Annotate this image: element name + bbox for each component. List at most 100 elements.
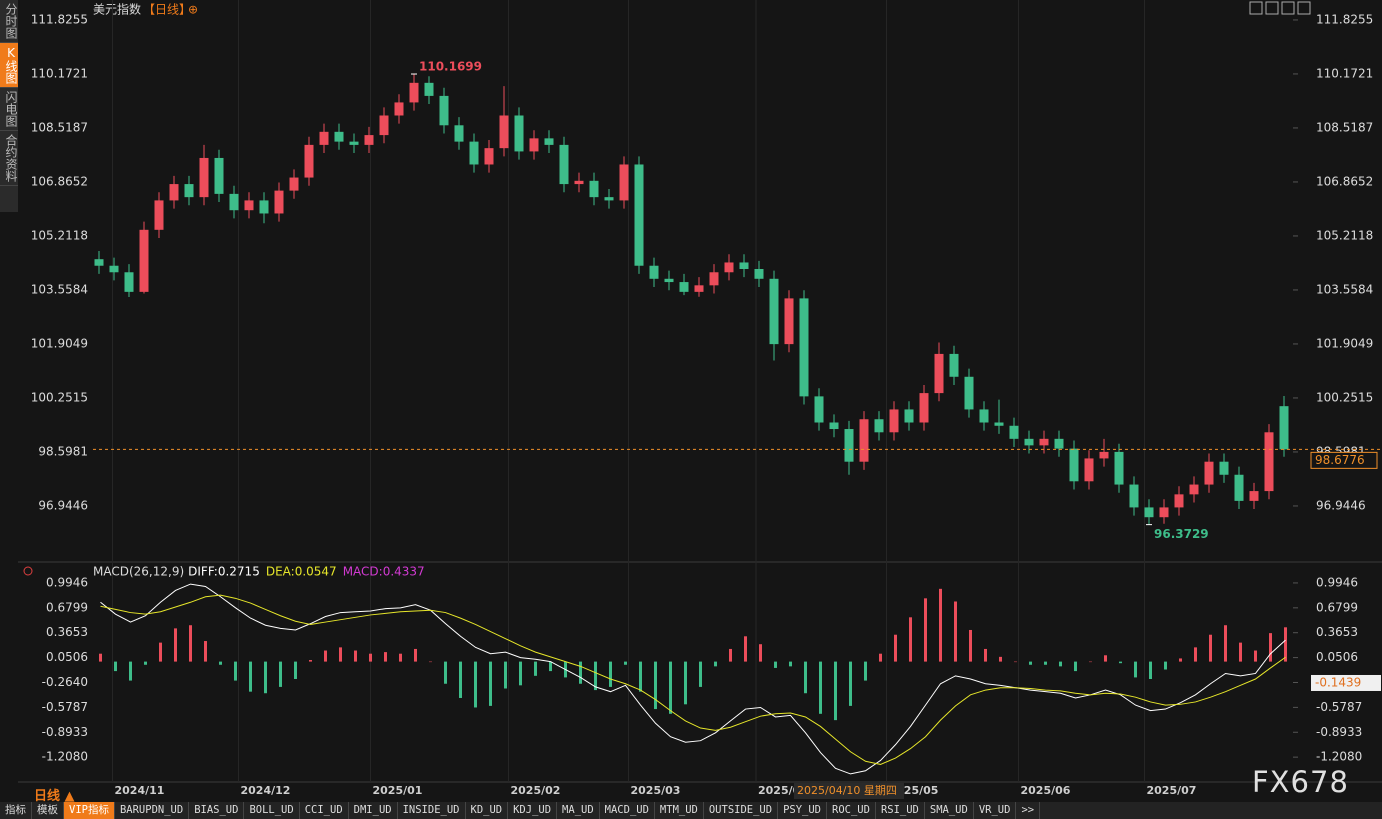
macd-bar bbox=[1104, 655, 1107, 662]
candle-body bbox=[184, 184, 194, 198]
candle-body bbox=[94, 259, 104, 266]
sidebar-tab[interactable]: K线图 bbox=[0, 43, 18, 88]
candle-body bbox=[334, 131, 344, 142]
toolbar-item[interactable]: RSI_UD bbox=[876, 802, 925, 819]
toolbar-item[interactable]: PSY_UD bbox=[778, 802, 828, 819]
y-tick-label-right: 105.2118 bbox=[1316, 228, 1373, 242]
macd-bar bbox=[759, 644, 762, 662]
cursor-date-box bbox=[794, 783, 904, 799]
candle-body bbox=[409, 82, 419, 103]
macd-bar bbox=[1014, 661, 1017, 663]
toolbar-item[interactable]: KD_UD bbox=[466, 802, 509, 819]
y-tick-label: -0.2640 bbox=[42, 675, 88, 689]
candle-body bbox=[709, 272, 719, 286]
y-tick-label-right: 103.5584 bbox=[1316, 282, 1373, 296]
icon[interactable] bbox=[1249, 1, 1263, 15]
y-tick-label: 110.1721 bbox=[31, 66, 88, 80]
candle-body bbox=[1054, 438, 1064, 449]
candle-body bbox=[604, 197, 614, 201]
toolbar-item[interactable]: 模板 bbox=[32, 802, 64, 819]
candle-body bbox=[514, 115, 524, 152]
indicator-title: MACD(26,12,9) bbox=[93, 565, 184, 579]
macd-bar bbox=[879, 653, 882, 662]
x-tick-label: 2025/01 bbox=[373, 784, 423, 797]
candle-body bbox=[259, 200, 269, 214]
macd-bar bbox=[474, 661, 477, 708]
toolbar-item[interactable]: KDJ_UD bbox=[508, 802, 558, 819]
period-button[interactable]: 日线 ▲ bbox=[34, 789, 75, 804]
toolbar-item[interactable]: BIAS_UD bbox=[189, 802, 245, 819]
macd-bar bbox=[1119, 661, 1122, 664]
toolbar-item[interactable]: VIP指标 bbox=[64, 802, 115, 819]
macd-bar bbox=[639, 661, 642, 692]
cursor-date: 2025/04/10 星期四 bbox=[797, 784, 897, 797]
macd-bar bbox=[939, 588, 942, 662]
toolbar-item[interactable]: MACD_UD bbox=[600, 802, 655, 819]
macd-bar bbox=[1269, 633, 1272, 662]
toolbar-item[interactable]: ROC_UD bbox=[827, 802, 876, 819]
sidebar-tab[interactable]: 闪电图 bbox=[0, 88, 18, 131]
macd-bar bbox=[1224, 625, 1227, 662]
candle-body bbox=[1279, 406, 1289, 450]
macd-bar bbox=[384, 652, 387, 662]
macd-bar bbox=[894, 634, 897, 662]
candle-body bbox=[979, 409, 989, 423]
toolbar-item[interactable]: OUTSIDE_UD bbox=[704, 802, 779, 819]
macd-bar bbox=[414, 648, 417, 662]
toolbar-item[interactable]: BARUPDN_UD bbox=[115, 802, 190, 819]
candle-body bbox=[1159, 507, 1169, 518]
toolbar-item[interactable]: 指标 bbox=[0, 802, 32, 819]
y-tick-label-right: 111.8255 bbox=[1316, 12, 1373, 26]
icon[interactable] bbox=[1281, 1, 1295, 15]
candle-body bbox=[364, 135, 374, 145]
toolbar-item[interactable]: INSIDE_UD bbox=[398, 802, 466, 819]
toolbar-item[interactable]: CCI_UD bbox=[300, 802, 349, 819]
sidebar-tab[interactable]: 合约资料 bbox=[0, 131, 18, 186]
toolbar-item[interactable]: BOLL_UD bbox=[244, 802, 300, 819]
toolbar-item[interactable]: SMA_UD bbox=[925, 802, 974, 819]
y-tick-label: -1.2080 bbox=[42, 750, 88, 764]
settings-icon[interactable] bbox=[23, 566, 33, 576]
candle-body bbox=[844, 429, 854, 462]
macd-bar bbox=[429, 661, 432, 663]
y-tick-label: 101.9049 bbox=[31, 336, 88, 350]
x-tick-label: 2024/11 bbox=[115, 784, 165, 797]
macd-bar bbox=[744, 636, 747, 662]
y-tick-label-right: 108.5187 bbox=[1316, 120, 1373, 134]
toolbar-item[interactable]: MTM_UD bbox=[655, 802, 704, 819]
toolbar-item[interactable]: DMI_UD bbox=[349, 802, 398, 819]
candle-body bbox=[124, 272, 134, 292]
cursor-value: -0.1439 bbox=[1315, 675, 1361, 689]
sidebar-tab[interactable]: 分时图 bbox=[0, 0, 18, 43]
icon[interactable] bbox=[1265, 1, 1279, 15]
toolbar-item[interactable]: >> bbox=[1016, 802, 1041, 819]
y-tick-label: 0.0506 bbox=[46, 650, 88, 664]
x-tick-label: 2025/06 bbox=[1021, 784, 1071, 797]
toolbar-item[interactable]: VR_UD bbox=[974, 802, 1017, 819]
macd-bar bbox=[579, 661, 582, 684]
candle-body bbox=[469, 141, 479, 165]
macd-bar bbox=[399, 653, 402, 662]
macd-bar bbox=[1239, 642, 1242, 662]
candle-body bbox=[739, 262, 749, 269]
macd-bar bbox=[714, 661, 717, 667]
candle-body bbox=[799, 298, 809, 397]
add-icon[interactable]: ⊕ bbox=[188, 3, 198, 17]
candle-body bbox=[169, 184, 179, 201]
macd-bar bbox=[669, 661, 672, 714]
candle-body bbox=[814, 396, 824, 423]
macd-bar bbox=[204, 641, 207, 662]
macd-bar bbox=[264, 661, 267, 694]
y-tick-label: 103.5584 bbox=[31, 282, 88, 296]
icon[interactable] bbox=[1297, 1, 1311, 15]
macd-bar bbox=[159, 642, 162, 662]
candle-body bbox=[1114, 451, 1124, 485]
y-tick-label: -0.5787 bbox=[42, 700, 88, 714]
candle-body bbox=[379, 115, 389, 136]
y-tick-label: 108.5187 bbox=[31, 120, 88, 134]
macd-bar bbox=[174, 628, 177, 662]
toolbar-item[interactable]: MA_UD bbox=[557, 802, 600, 819]
macd-bar bbox=[789, 661, 792, 667]
macd-line bbox=[100, 583, 1286, 775]
candle-body bbox=[1129, 484, 1139, 508]
